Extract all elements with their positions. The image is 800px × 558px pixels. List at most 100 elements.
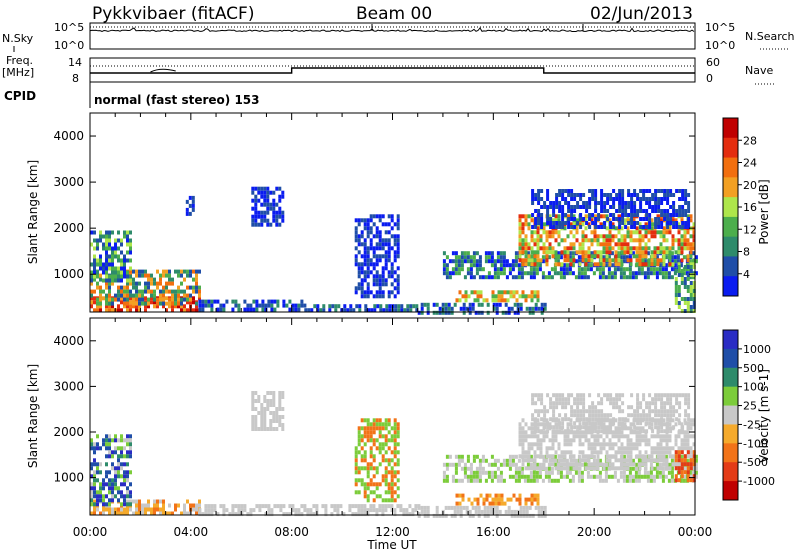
echo-cell xyxy=(384,422,388,427)
echo-cell xyxy=(677,301,681,305)
echo-cell xyxy=(566,258,570,263)
echo-cell xyxy=(645,189,649,193)
echo-cell xyxy=(653,434,657,439)
echo-cell xyxy=(466,458,470,463)
echo-cell xyxy=(683,430,687,435)
echo-cell xyxy=(183,297,186,302)
echo-cell xyxy=(619,275,623,280)
echo-cell xyxy=(518,242,522,247)
echo-cell xyxy=(561,397,565,402)
echo-cell xyxy=(369,426,373,431)
echo-cell xyxy=(692,297,696,301)
echo-cell xyxy=(266,206,270,211)
echo-cell xyxy=(276,299,280,304)
echo-cell xyxy=(171,297,174,302)
echo-cell xyxy=(396,222,400,227)
echo-cell xyxy=(147,507,150,512)
echo-cell xyxy=(90,486,93,491)
echo-cell xyxy=(633,213,637,217)
echo-cell xyxy=(674,478,678,483)
echo-cell xyxy=(123,502,126,507)
echo-cell xyxy=(677,242,681,247)
echo-cell xyxy=(610,275,614,280)
echo-cell xyxy=(539,454,543,459)
echo-cell xyxy=(654,209,658,213)
echo-cell xyxy=(563,434,567,439)
echo-cell xyxy=(542,458,546,463)
echo-cell xyxy=(591,213,595,217)
echo-cell xyxy=(521,258,525,263)
echo-cell xyxy=(513,513,517,518)
echo-cell xyxy=(541,478,545,483)
echo-cell xyxy=(171,304,174,309)
echo-cell xyxy=(537,413,541,418)
echo-cell xyxy=(354,286,358,291)
echo-cell xyxy=(141,301,144,306)
echo-cell xyxy=(677,238,681,243)
echo-cell xyxy=(523,474,527,479)
echo-cell xyxy=(635,258,639,263)
echo-cell xyxy=(257,198,261,203)
echo-cell xyxy=(593,466,597,471)
echo-cell xyxy=(487,474,491,479)
echo-cell xyxy=(99,293,102,298)
echo-cell xyxy=(646,470,650,475)
echo-cell xyxy=(207,508,211,513)
echo-cell xyxy=(654,409,658,414)
echo-cell xyxy=(555,225,559,229)
echo-cell xyxy=(689,250,693,255)
echo-cell xyxy=(659,442,663,447)
echo-cell xyxy=(638,246,642,251)
power-colorbar-label: Power [dB] xyxy=(757,179,771,244)
echo-cell xyxy=(562,267,566,272)
echo-cell xyxy=(372,438,376,443)
echo-cell xyxy=(682,271,686,276)
echo-cell xyxy=(563,254,567,259)
echo-cell xyxy=(649,462,653,467)
echo-cell xyxy=(596,466,600,471)
echo-cell xyxy=(384,470,388,475)
echo-cell xyxy=(564,197,568,201)
echo-cell xyxy=(251,395,255,399)
echo-cell xyxy=(278,403,282,407)
echo-cell xyxy=(144,285,147,290)
echo-cell xyxy=(552,417,556,422)
echo-cell xyxy=(454,462,458,467)
echo-cell xyxy=(660,429,664,434)
echo-cell xyxy=(144,507,147,512)
echo-cell xyxy=(198,512,202,517)
echo-cell xyxy=(120,502,123,507)
echo-cell xyxy=(477,302,481,307)
echo-cell xyxy=(153,297,156,302)
echo-cell xyxy=(615,397,619,402)
echo-cell xyxy=(662,250,666,255)
echo-cell xyxy=(188,203,192,208)
echo-cell xyxy=(486,505,490,510)
echo-cell xyxy=(432,513,436,518)
echo-cell xyxy=(533,442,537,447)
echo-cell xyxy=(93,490,96,495)
echo-cell xyxy=(123,478,126,483)
echo-cell xyxy=(536,446,540,451)
echo-cell xyxy=(689,246,693,251)
echo-cell xyxy=(159,511,162,516)
echo-cell xyxy=(566,462,570,467)
echo-cell xyxy=(596,438,600,443)
echo-cell xyxy=(525,505,529,510)
echo-cell xyxy=(527,442,531,447)
echo-cell xyxy=(162,297,165,302)
echo-cell xyxy=(468,306,472,311)
echo-cell xyxy=(675,401,679,406)
echo-cell xyxy=(553,271,557,276)
echo-cell xyxy=(586,267,590,272)
echo-cell xyxy=(448,275,452,280)
echo-cell xyxy=(675,393,679,398)
echo-cell xyxy=(402,512,406,517)
echo-cell xyxy=(519,505,523,510)
echo-cell xyxy=(514,478,518,483)
echo-cell xyxy=(251,214,255,219)
echo-cell xyxy=(376,304,380,309)
echo-cell xyxy=(105,474,108,479)
echo-cell xyxy=(527,222,531,227)
